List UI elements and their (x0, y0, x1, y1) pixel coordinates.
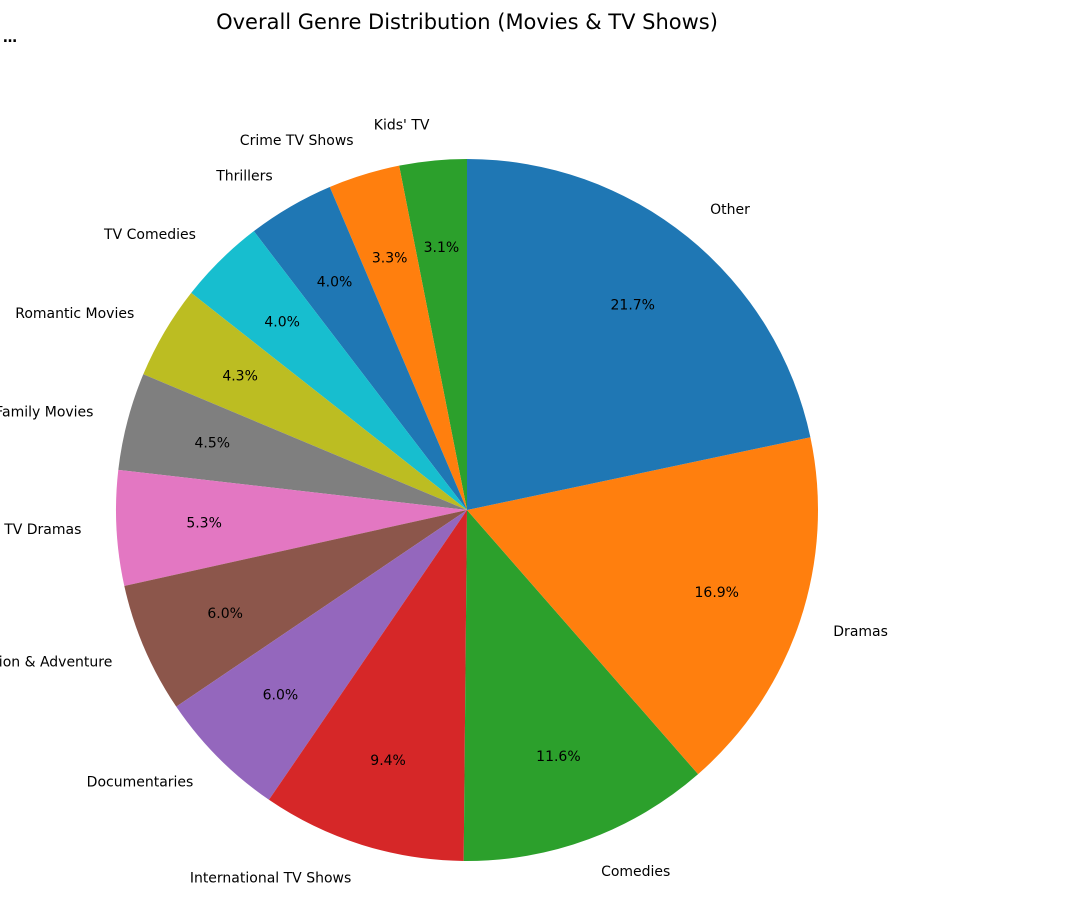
slice-label-crime-tv-shows: Crime TV Shows (240, 133, 354, 149)
slice-pct-comedies: 11.6% (536, 749, 580, 765)
pie-slice-tv-comedies (191, 231, 467, 510)
slice-label-documentaries: Documentaries (87, 774, 194, 790)
slice-label-dramas: Dramas (833, 624, 888, 640)
pie-slice-romantic-movies (143, 292, 467, 510)
pie-slice-documentaries (176, 510, 467, 800)
slice-pct-international-tv-shows: 9.4% (370, 753, 406, 769)
slice-pct-action-and-adventure: 6.0% (207, 606, 243, 622)
pie-slice-dramas (467, 437, 818, 775)
pie-slice-children-and-family-movies (118, 374, 468, 510)
pie-slice-kids-tv (399, 159, 467, 510)
slice-label-kids-tv: Kids' TV (374, 118, 430, 134)
chart-title: Overall Genre Distribution (Movies & TV … (216, 10, 718, 34)
slice-pct-thrillers: 4.0% (317, 275, 353, 291)
pie-slice-crime-tv-shows (329, 165, 467, 510)
pie-slice-action-and-adventure (124, 510, 468, 707)
slice-pct-other: 21.7% (611, 297, 655, 313)
slice-label-thrillers: Thrillers (215, 168, 273, 184)
slice-label-action-and-adventure: Action & Adventure (0, 655, 112, 671)
slice-pct-dramas: 16.9% (695, 585, 739, 601)
slice-label-tv-dramas: TV Dramas (3, 522, 81, 538)
slice-pct-tv-dramas: 5.3% (186, 516, 222, 532)
slice-pct-crime-tv-shows: 3.3% (372, 250, 408, 266)
pie-slice-thrillers (253, 186, 467, 510)
pie-slice-international-tv-shows (268, 510, 467, 861)
pie-slice-other (467, 159, 811, 510)
slice-label-other: Other (710, 202, 750, 218)
slice-label-tv-comedies: TV Comedies (103, 227, 196, 243)
slice-label-comedies: Comedies (601, 864, 670, 880)
pie-slice-comedies (463, 510, 699, 862)
slice-pct-children-and-family-movies: 4.5% (195, 435, 231, 451)
more-options-icon[interactable]: … (3, 30, 17, 46)
slice-pct-romantic-movies: 4.3% (222, 368, 258, 384)
slice-pct-documentaries: 6.0% (263, 688, 299, 704)
pie-slice-tv-dramas (116, 469, 468, 586)
slice-label-international-tv-shows: International TV Shows (190, 870, 351, 886)
slice-pct-tv-comedies: 4.0% (264, 315, 300, 331)
slice-label-romantic-movies: Romantic Movies (15, 306, 134, 322)
slice-label-children-and-family-movies: Children & Family Movies (0, 404, 93, 420)
slice-pct-kids-tv: 3.1% (424, 240, 460, 256)
